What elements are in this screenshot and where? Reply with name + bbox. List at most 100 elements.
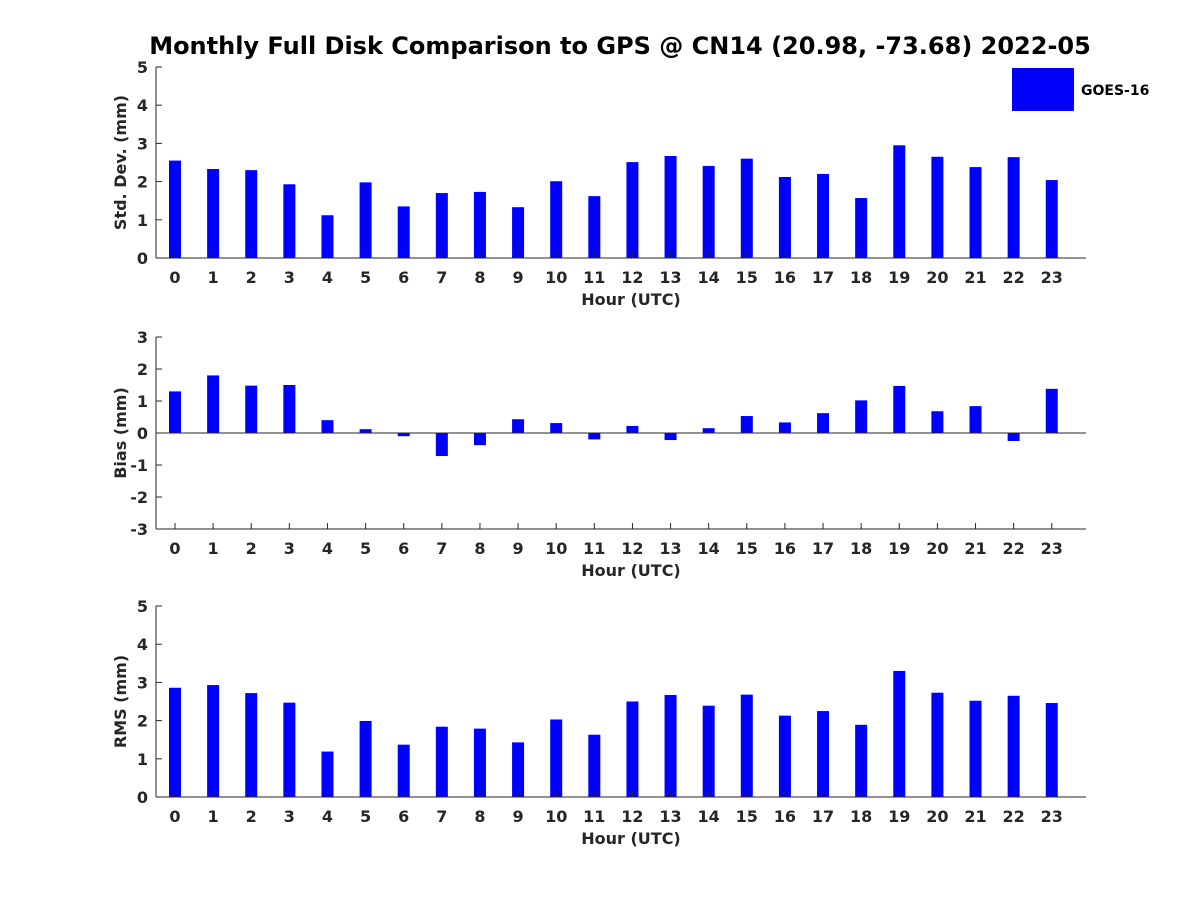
rms-bar (435, 726, 448, 797)
rms-x-tick-label: 7 (436, 807, 447, 826)
rms-y-tick-label: 0 (137, 788, 148, 807)
std-dev-x-tick-label: 18 (850, 268, 872, 287)
std-dev-bar (969, 167, 982, 258)
bias-x-tick-label: 23 (1041, 539, 1063, 558)
std-dev-y-tick-label: 0 (137, 249, 148, 268)
rms-bar (664, 695, 677, 797)
rms-bar (169, 687, 181, 797)
std-dev-x-tick-label: 23 (1041, 268, 1063, 287)
bias-bar (1007, 433, 1020, 441)
bias-y-tick-label: 1 (137, 392, 148, 411)
bias-x-tick-label: 4 (322, 539, 333, 558)
rms-x-tick-label: 11 (583, 807, 605, 826)
bias-x-tick-label: 18 (850, 539, 872, 558)
std-dev-y-tick-label: 1 (137, 211, 148, 230)
bias-bar (550, 423, 563, 433)
bias-y-axis-label: Bias (mm) (111, 387, 130, 479)
bias-bar (588, 433, 601, 440)
bias-bar (321, 420, 334, 433)
rms-x-axis-label: Hour (UTC) (581, 829, 681, 848)
std-dev-x-tick-label: 22 (1003, 268, 1025, 287)
rms-x-tick-label: 12 (621, 807, 643, 826)
bias-bar (512, 419, 525, 433)
rms-bar (550, 719, 563, 797)
std-dev-y-tick-label: 2 (137, 173, 148, 192)
bias-x-tick-label: 21 (964, 539, 986, 558)
bias-bar (1045, 388, 1058, 433)
bias-bar (245, 385, 258, 433)
bias-bar (893, 385, 906, 433)
rms-x-tick-label: 6 (398, 807, 409, 826)
bias-bar (473, 433, 486, 446)
rms-bar (740, 694, 753, 797)
std-dev-bar (283, 184, 296, 258)
bias-bar (626, 425, 639, 433)
bias-x-tick-label: 16 (774, 539, 796, 558)
std-dev-x-tick-label: 3 (284, 268, 295, 287)
std-dev-x-tick-label: 2 (246, 268, 257, 287)
std-dev-bar (359, 182, 372, 258)
rms-x-tick-label: 3 (284, 807, 295, 826)
std-dev-y-axis-label: Std. Dev. (mm) (111, 95, 130, 230)
rms-x-tick-label: 22 (1003, 807, 1025, 826)
rms-bar (588, 734, 601, 797)
rms-bar (969, 700, 982, 797)
std-dev-x-tick-label: 14 (698, 268, 720, 287)
bias-x-tick-label: 6 (398, 539, 409, 558)
std-dev-x-tick-label: 0 (169, 268, 180, 287)
legend-swatch (1012, 68, 1074, 111)
bias-bar (664, 433, 677, 441)
bias-bar (931, 411, 944, 433)
bias-bar (207, 375, 220, 433)
rms-bar (473, 728, 486, 797)
bias-bar (817, 413, 830, 433)
std-dev-x-tick-label: 19 (888, 268, 910, 287)
rms-y-tick-label: 5 (137, 597, 148, 616)
rms-y-axis-label: RMS (mm) (111, 655, 130, 748)
rms-x-tick-label: 10 (545, 807, 567, 826)
bias-y-tick-label: 3 (137, 328, 148, 347)
rms-x-tick-label: 14 (698, 807, 720, 826)
bias-x-tick-label: 15 (736, 539, 758, 558)
std-dev-bar (817, 173, 830, 258)
bias-x-tick-label: 0 (169, 539, 180, 558)
std-dev-x-tick-label: 1 (208, 268, 219, 287)
bias-x-tick-label: 9 (513, 539, 524, 558)
rms-x-tick-label: 4 (322, 807, 333, 826)
std-dev-x-tick-label: 10 (545, 268, 567, 287)
std-dev-x-tick-label: 6 (398, 268, 409, 287)
std-dev-x-tick-label: 4 (322, 268, 333, 287)
rms-x-tick-label: 9 (513, 807, 524, 826)
bias-x-tick-label: 17 (812, 539, 834, 558)
rms-x-tick-label: 17 (812, 807, 834, 826)
bias-x-tick-label: 13 (659, 539, 681, 558)
bias-bar (740, 416, 753, 433)
std-dev-bar (473, 191, 486, 258)
rms-x-tick-label: 20 (926, 807, 948, 826)
std-dev-x-tick-label: 7 (436, 268, 447, 287)
rms-y-tick-label: 2 (137, 712, 148, 731)
bias-bar (969, 406, 982, 433)
bias-x-tick-label: 10 (545, 539, 567, 558)
rms-y-tick-label: 1 (137, 750, 148, 769)
rms-bar (1007, 695, 1020, 797)
std-dev-bar (931, 156, 944, 258)
bias-y-tick-label: -3 (130, 520, 148, 539)
std-dev-y-tick-label: 3 (137, 134, 148, 153)
rms-x-tick-label: 2 (246, 807, 257, 826)
rms-bar (931, 692, 944, 797)
std-dev-bar (702, 165, 715, 258)
std-dev-x-tick-label: 5 (360, 268, 371, 287)
std-dev-bar (855, 198, 868, 258)
rms-x-tick-label: 18 (850, 807, 872, 826)
rms-bar (893, 670, 906, 797)
bias-x-tick-label: 7 (436, 539, 447, 558)
bias-bar (702, 428, 715, 433)
rms-bar (397, 744, 410, 797)
rms-y-tick-label: 4 (137, 635, 148, 654)
std-dev-x-tick-label: 15 (736, 268, 758, 287)
rms-x-tick-label: 5 (360, 807, 371, 826)
std-dev-x-tick-label: 13 (659, 268, 681, 287)
bias-bar (169, 391, 181, 433)
